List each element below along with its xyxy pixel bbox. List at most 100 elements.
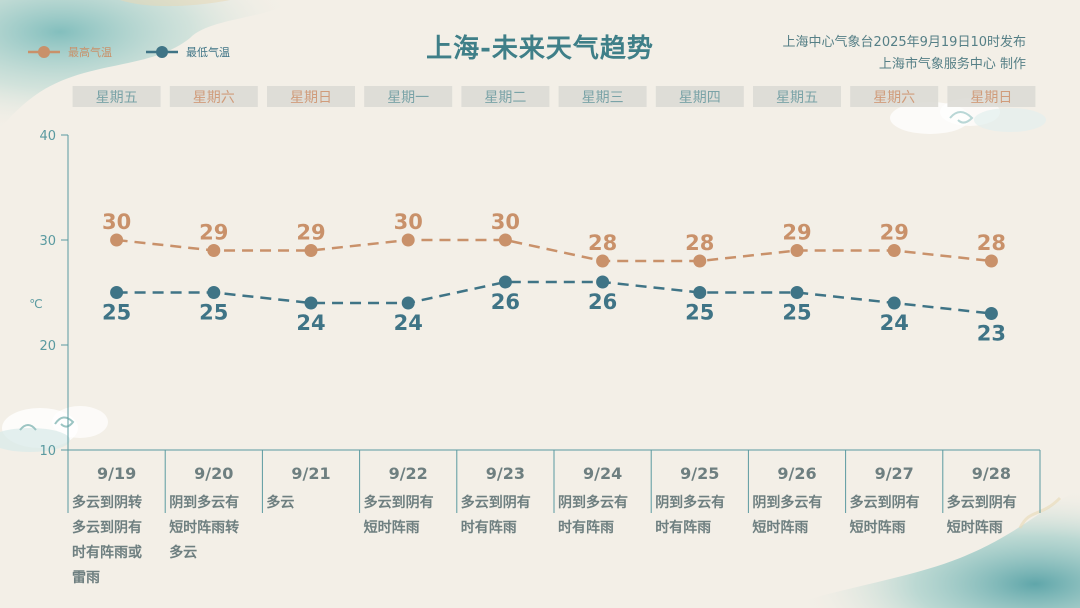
date-label: 9/19 (97, 464, 136, 483)
weather-text: 时有阵雨 (655, 519, 711, 536)
data-label-low: 25 (685, 301, 714, 325)
data-label-high: 29 (782, 221, 811, 245)
data-label-low: 24 (880, 311, 909, 335)
weather-text: 多云到阴有 (364, 494, 434, 511)
data-point-low (401, 296, 415, 310)
data-label-high: 30 (394, 210, 423, 234)
date-label: 9/28 (972, 464, 1011, 483)
y-tick-label: 20 (39, 339, 56, 354)
chart-title: 上海-未来天气趋势 (426, 34, 654, 64)
weather-text: 阴到多云有 (558, 494, 628, 511)
weather-text: 短时阵雨 (752, 519, 808, 536)
weather-text: 阴到多云有 (169, 494, 239, 511)
weekday-box (461, 86, 550, 107)
data-point-low (498, 275, 512, 289)
date-label: 9/25 (680, 464, 719, 483)
data-label-low: 25 (102, 301, 131, 325)
weather-text: 多云到阴有 (72, 519, 142, 536)
date-label: 9/22 (389, 464, 428, 483)
data-label-high: 28 (685, 231, 714, 255)
data-label-low: 26 (588, 290, 617, 314)
data-point-high (304, 244, 318, 257)
weather-text: 短时阵雨 (947, 519, 1003, 536)
weekday-label: 星期二 (484, 90, 526, 106)
y-tick-label: 40 (39, 129, 56, 144)
data-point-low (596, 275, 610, 289)
data-point-high (207, 244, 221, 257)
data-label-high: 29 (880, 221, 909, 245)
legend-label-high: 最高气温 (68, 46, 112, 59)
weekday-label: 星期日 (290, 90, 332, 106)
series-line-low (116, 280, 992, 315)
data-point-low (110, 286, 124, 299)
weather-text: 短时阵雨转 (169, 519, 239, 536)
weather-text: 短时阵雨 (850, 519, 906, 536)
data-point-high (887, 244, 901, 257)
weekday-box (364, 86, 453, 107)
date-label: 9/21 (291, 464, 330, 483)
data-label-low: 25 (782, 301, 811, 325)
data-point-high (110, 233, 124, 247)
weekday-label: 星期三 (582, 90, 624, 106)
weekday-label: 星期五 (776, 90, 818, 106)
weather-text: 时有阵雨或 (72, 544, 142, 561)
data-point-low (887, 296, 901, 310)
weekday-label: 星期六 (873, 90, 915, 106)
data-point-low (304, 296, 318, 310)
legend-marker-high (28, 46, 60, 58)
data-point-low (207, 286, 221, 299)
weather-text: 多云到阴有 (461, 494, 531, 511)
data-point-low (984, 307, 998, 320)
weekday-box (267, 86, 355, 107)
data-label-low: 26 (491, 290, 520, 314)
weekday-box (169, 86, 258, 107)
weekday-label: 星期五 (96, 90, 138, 106)
weekday-box (850, 86, 939, 107)
y-unit-label: ℃ (29, 297, 42, 311)
data-point-high (984, 254, 998, 268)
legend-label-low: 最低气温 (186, 46, 230, 59)
weather-text: 时有阵雨 (461, 519, 517, 536)
date-label: 9/27 (875, 464, 914, 483)
weather-text: 时有阵雨 (558, 519, 614, 536)
y-tick-label: 10 (39, 444, 56, 459)
weekday-label: 星期日 (970, 90, 1012, 106)
publisher-text: 上海中心气象台2025年9月19日10时发布 (782, 35, 1026, 50)
data-point-high (596, 254, 610, 268)
weather-text: 雷雨 (72, 569, 100, 586)
legend-item-high: 最高气温 (26, 44, 112, 60)
weekday-box (655, 86, 744, 107)
y-tick-label: 30 (39, 234, 56, 249)
data-label-high: 30 (491, 210, 520, 234)
weekday-box (753, 86, 841, 107)
date-label: 9/20 (194, 464, 233, 483)
weather-text: 多云 (266, 494, 294, 511)
data-point-high (790, 244, 804, 257)
data-label-high: 30 (102, 210, 131, 234)
producer-text: 上海市气象服务中心 制作 (878, 57, 1026, 72)
data-label-high: 29 (296, 221, 325, 245)
weather-text: 多云 (169, 544, 197, 561)
weekday-box (558, 86, 647, 107)
legend-marker-low (146, 46, 178, 58)
data-label-low: 25 (199, 301, 228, 325)
weather-text: 阴到多云有 (752, 494, 822, 511)
weather-text: 多云到阴转 (72, 494, 142, 511)
series-line-high (116, 238, 992, 263)
data-label-high: 29 (199, 221, 228, 245)
weekday-label: 星期一 (387, 90, 429, 106)
data-point-high (401, 233, 415, 247)
data-label-high: 28 (588, 231, 617, 255)
data-point-high (498, 233, 512, 247)
data-label-high: 28 (977, 231, 1006, 255)
data-label-low: 23 (977, 322, 1006, 346)
weather-text: 短时阵雨 (364, 519, 420, 536)
date-label: 9/24 (583, 464, 622, 483)
date-label: 9/23 (486, 464, 525, 483)
weekday-label: 星期六 (193, 90, 235, 106)
legend-item-low: 最低气温 (144, 44, 230, 60)
data-point-low (790, 286, 804, 299)
data-point-high (693, 254, 707, 268)
weekday-box (947, 86, 1036, 107)
